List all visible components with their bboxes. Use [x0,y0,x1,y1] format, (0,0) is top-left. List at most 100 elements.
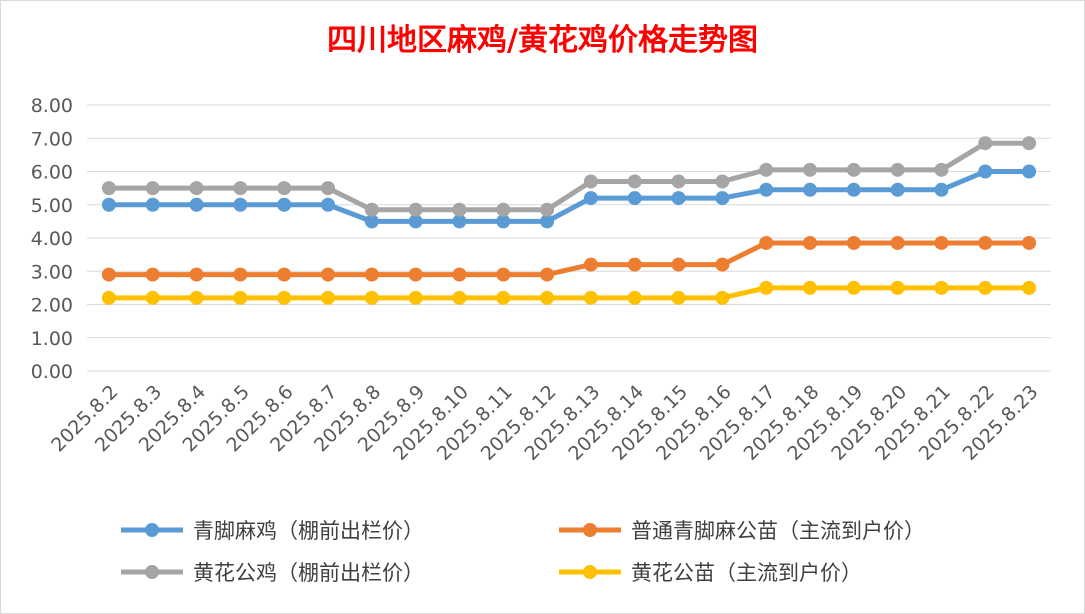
y-tick-label-3: 3.00 [31,261,73,283]
series-3-point-4 [233,181,248,196]
series-2-point-3 [189,267,204,282]
series-3-point-7 [364,202,379,217]
series-4-point-15 [715,290,730,305]
series-1-point-21 [978,164,993,179]
legend-label-series-4: 黄花公苗（主流到户价） [631,561,862,585]
series-4-point-3 [189,290,204,305]
series-1-point-14 [671,191,686,206]
series-2-point-5 [277,267,292,282]
series-4-point-9 [452,290,467,305]
series-4-point-16 [759,280,774,295]
series-2-point-20 [934,235,949,250]
series-4-point-21 [978,280,993,295]
series-1-point-8 [408,214,423,229]
series-3-point-21 [978,136,993,151]
series-4-point-5 [277,290,292,305]
series-2-point-6 [321,267,335,282]
y-tick-label-4: 4.00 [31,228,73,250]
series-1-point-1 [101,197,116,212]
legend-label-series-1: 青脚麻鸡（棚前出栏价） [193,519,424,543]
legend-marker-series-3 [121,565,183,579]
series-4-point-2 [145,290,160,305]
series-3-point-17 [803,162,817,177]
chart-title: 四川地区麻鸡/黄花鸡价格走势图 [327,23,758,58]
series-2-point-13 [627,257,642,272]
series-1-point-9 [452,214,467,229]
series-4-point-7 [364,290,379,305]
legend-item-series-1: 青脚麻鸡（棚前出栏价） [119,515,424,545]
series-3-point-18 [846,162,861,177]
y-tick-label-8: 8.00 [31,95,73,117]
series-4-point-4 [233,290,248,305]
series-4-point-22 [1022,280,1037,295]
series-2-point-12 [583,257,598,272]
series-1-point-10 [496,214,511,229]
series-3-point-5 [277,181,292,196]
series-4-point-13 [627,290,642,305]
series-1-point-12 [583,191,598,206]
legend-marker-series-4 [559,565,621,579]
series-4-point-18 [846,280,861,295]
series-4-point-19 [890,280,905,295]
series-3-point-16 [759,162,774,177]
series-3-point-22 [1022,136,1037,151]
series-2-point-1 [101,267,116,282]
y-tick-label-5: 5.00 [31,195,73,217]
y-tick-label-6: 6.00 [31,162,73,184]
series-3-point-8 [408,202,423,217]
series-3-point-1 [101,181,116,196]
legend-label-series-3: 黄花公鸡（棚前出栏价） [193,561,424,585]
series-1-point-7 [364,214,379,229]
series-1-point-15 [715,191,730,206]
series-4-point-10 [496,290,511,305]
y-tick-label-1: 1.00 [31,328,73,350]
series-1-point-16 [759,182,774,197]
series-3-point-13 [627,174,642,189]
series-4-point-6 [321,290,335,305]
series-4-point-8 [408,290,423,305]
series-2-point-21 [978,235,993,250]
series-line-4 [106,285,1032,301]
series-2-point-17 [803,235,817,250]
series-1-point-3 [189,197,204,212]
legend-marker-series-1 [121,523,183,537]
series-4-point-11 [540,290,555,305]
series-2-point-14 [671,257,686,272]
series-1-point-22 [1022,164,1037,179]
legend-item-series-3: 黄花公鸡（棚前出栏价） [119,557,424,587]
y-tick-label-0: 0.00 [31,361,73,383]
series-1-point-18 [846,182,861,197]
series-1-point-11 [540,214,555,229]
legend-marker-series-2 [559,523,621,537]
series-2-point-10 [496,267,511,282]
legend-item-series-4: 黄花公苗（主流到户价） [557,557,862,587]
series-1-point-13 [627,191,642,206]
series-2-point-15 [715,257,730,272]
series-1-point-4 [233,197,248,212]
series-line-3 [106,140,1032,213]
series-line-1 [106,169,1032,224]
series-1-point-6 [321,197,335,212]
series-2-point-16 [759,235,774,250]
series-4-point-17 [803,280,817,295]
y-tick-label-2: 2.00 [31,295,73,317]
series-4-point-14 [671,290,686,305]
series-1-point-2 [145,197,160,212]
series-1-point-19 [890,182,905,197]
series-2-point-22 [1022,235,1037,250]
series-2-point-19 [890,235,905,250]
series-3-point-2 [145,181,160,196]
series-4-point-12 [583,290,598,305]
series-4-point-20 [934,280,949,295]
series-2-point-8 [408,267,423,282]
series-2-point-2 [145,267,160,282]
series-3-point-6 [321,181,335,196]
series-3-point-10 [496,202,511,217]
series-line-2 [106,240,1032,278]
legend-item-series-2: 普通青脚麻公苗（主流到户价） [557,515,925,545]
series-3-point-19 [890,162,905,177]
series-1-point-20 [934,182,949,197]
series-3-point-11 [540,202,555,217]
